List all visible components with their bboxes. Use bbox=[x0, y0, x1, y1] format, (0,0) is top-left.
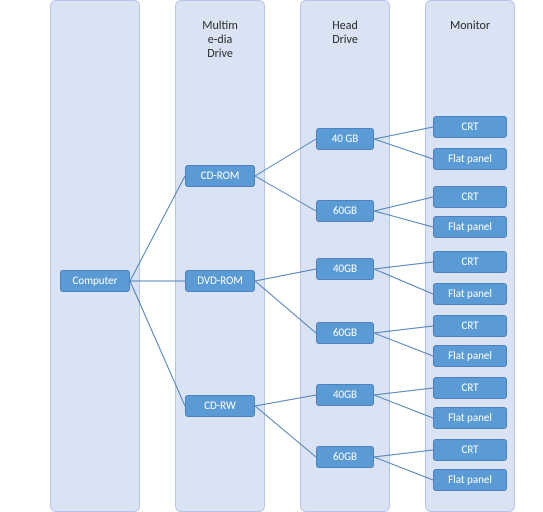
tree-node: CRT bbox=[433, 315, 507, 337]
column bbox=[300, 0, 390, 512]
column-header: Monitor bbox=[425, 20, 515, 34]
tree-node: Flat panel bbox=[433, 345, 507, 367]
tree-node: Flat panel bbox=[433, 283, 507, 305]
tree-node: Flat panel bbox=[433, 469, 507, 491]
tree-node: Flat panel bbox=[433, 216, 507, 238]
tree-node: CD-RW bbox=[185, 395, 255, 417]
tree-node: CRT bbox=[433, 377, 507, 399]
tree-node: CRT bbox=[433, 186, 507, 208]
tree-node: Flat panel bbox=[433, 407, 507, 429]
tree-node: 60GB bbox=[316, 322, 374, 344]
tree-node: CRT bbox=[433, 116, 507, 138]
tree-node: CD-ROM bbox=[185, 165, 255, 187]
tree-node: Flat panel bbox=[433, 148, 507, 170]
tree-diagram: { "canvas": { "width": 543, "height": 51… bbox=[0, 0, 543, 512]
column bbox=[50, 0, 140, 512]
tree-node: 40 GB bbox=[316, 128, 374, 150]
tree-node: 60GB bbox=[316, 446, 374, 468]
tree-node: CRT bbox=[433, 251, 507, 273]
column-header: Multime-diaDrive bbox=[175, 20, 265, 61]
tree-node: 60GB bbox=[316, 200, 374, 222]
column bbox=[175, 0, 265, 512]
tree-node: DVD-ROM bbox=[185, 270, 255, 292]
tree-node: Computer bbox=[60, 270, 130, 292]
tree-node: 40GB bbox=[316, 384, 374, 406]
tree-node: 40GB bbox=[316, 258, 374, 280]
tree-node: CRT bbox=[433, 439, 507, 461]
column-header: HeadDrive bbox=[300, 20, 390, 48]
